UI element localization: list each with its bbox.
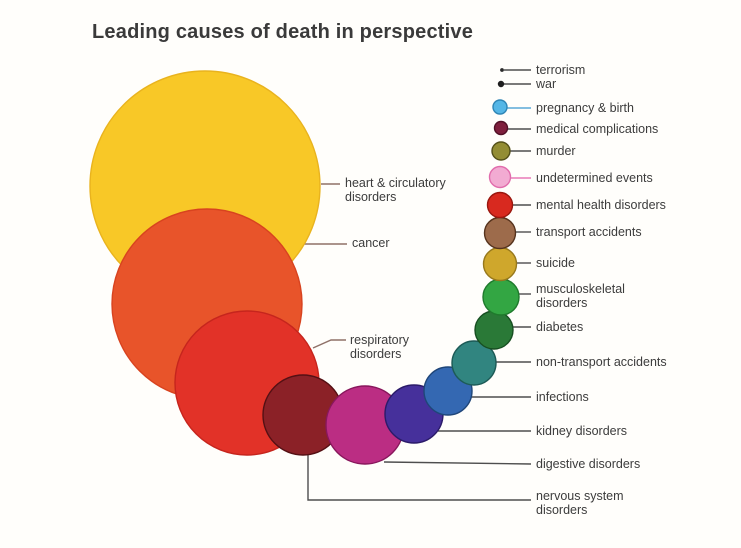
label-mental-health-line-1: mental health disorders	[536, 198, 666, 212]
label-kidney-line-1: kidney disorders	[536, 424, 628, 438]
label-musculoskeletal: musculoskeletal disorders	[536, 282, 625, 310]
connector-respiratory	[312, 339, 346, 349]
label-diabetes: diabetes	[536, 320, 583, 334]
label-war: war	[536, 77, 556, 91]
label-transport-accidents-line-1: transport accidents	[536, 225, 642, 239]
bubble-musculoskeletal	[482, 278, 520, 316]
label-nervous-system: nervous system disorders	[536, 489, 624, 517]
label-heart-circulatory-line-2: disorders	[345, 190, 397, 204]
label-suicide: suicide	[536, 256, 575, 270]
connector-digestive	[383, 461, 532, 465]
label-heart-circulatory-line-1: heart & circulatory	[345, 176, 446, 190]
connector-nervous-system	[307, 452, 531, 501]
label-undetermined-events-line-1: undetermined events	[536, 171, 653, 185]
label-murder: murder	[536, 144, 576, 158]
bubble-terrorism	[500, 68, 504, 72]
label-non-transport-accidents: non-transport accidents	[536, 355, 667, 369]
label-transport-accidents: transport accidents	[536, 225, 642, 239]
label-respiratory-line-2: disorders	[350, 347, 402, 361]
label-medical-complications-line-1: medical complications	[536, 122, 659, 136]
label-musculoskeletal-line-2: disorders	[536, 296, 588, 310]
label-medical-complications: medical complications	[536, 122, 658, 136]
bubble-suicide	[482, 246, 518, 282]
bubble-undetermined-events	[488, 165, 512, 189]
label-non-transport-accidents-line-1: non-transport accidents	[536, 355, 667, 369]
label-terrorism-line-1: terrorism	[536, 63, 586, 77]
label-murder-line-1: murder	[536, 144, 576, 158]
bubble-medical-complications	[493, 120, 509, 136]
label-cancer-line-1: cancer	[352, 236, 390, 250]
bubble-mental-health	[486, 191, 514, 219]
label-musculoskeletal-line-1: musculoskeletal	[536, 282, 625, 296]
label-digestive: digestive disorders	[536, 457, 640, 471]
bubble-pregnancy-birth	[492, 99, 508, 115]
label-respiratory: respiratory disorders	[350, 333, 409, 361]
label-nervous-system-line-2: disorders	[536, 503, 588, 517]
label-undetermined-events: undetermined events	[536, 171, 653, 185]
label-mental-health: mental health disorders	[536, 198, 666, 212]
label-diabetes-line-1: diabetes	[536, 320, 584, 334]
label-war-line-1: war	[536, 77, 557, 91]
label-cancer: cancer	[352, 236, 390, 250]
bubble-murder	[491, 141, 511, 161]
label-terrorism: terrorism	[536, 63, 585, 77]
bubble-war	[497, 80, 505, 88]
label-nervous-system-line-1: nervous system	[536, 489, 624, 503]
label-heart-circulatory: heart & circulatory disorders	[345, 176, 446, 204]
label-suicide-line-1: suicide	[536, 256, 575, 270]
label-pregnancy-birth-line-1: pregnancy & birth	[536, 101, 634, 115]
bubble-transport-accidents	[483, 216, 517, 250]
label-respiratory-line-1: respiratory	[350, 333, 410, 347]
bubble-non-transport-accidents	[451, 340, 497, 386]
label-infections: infections	[536, 390, 589, 404]
label-digestive-line-1: digestive disorders	[536, 457, 641, 471]
label-kidney: kidney disorders	[536, 424, 627, 438]
bubble-diabetes	[474, 310, 514, 350]
label-infections-line-1: infections	[536, 390, 589, 404]
label-pregnancy-birth: pregnancy & birth	[536, 101, 634, 115]
chart-title: Leading causes of death in perspective	[92, 21, 474, 43]
